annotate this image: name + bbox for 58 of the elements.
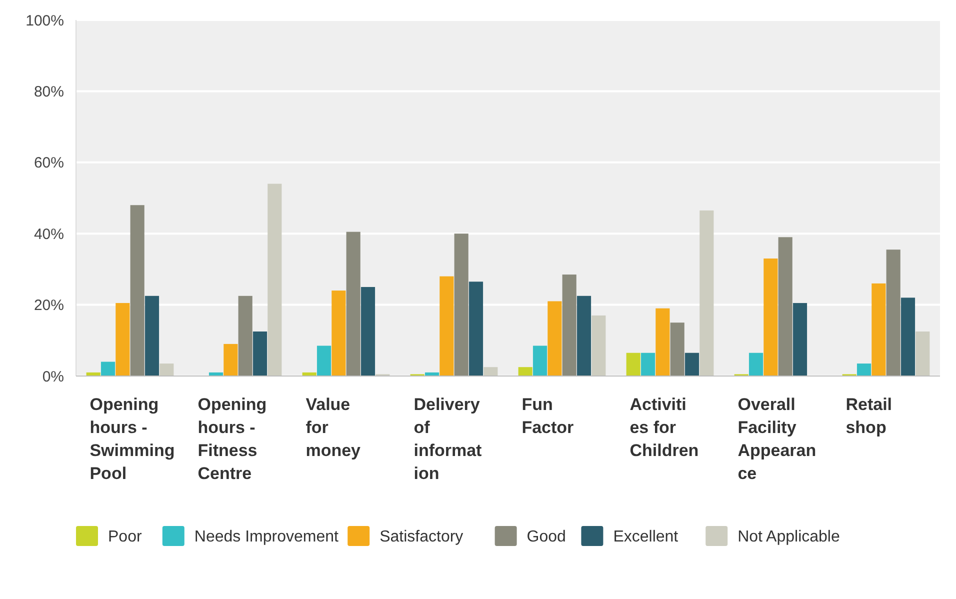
bar bbox=[238, 296, 252, 376]
y-tick-label: 40% bbox=[34, 226, 64, 243]
x-tick-label: Fun Factor bbox=[522, 395, 574, 437]
y-tick-label: 20% bbox=[34, 297, 64, 314]
bar bbox=[518, 367, 532, 376]
bar bbox=[748, 352, 764, 376]
y-tick-label: 100% bbox=[26, 12, 64, 30]
bar bbox=[532, 346, 548, 376]
bar bbox=[656, 308, 670, 376]
bar bbox=[792, 303, 808, 376]
y-tick-label: 0% bbox=[42, 368, 64, 386]
x-tick-label: Overall Facility Appearance bbox=[738, 395, 816, 483]
bar bbox=[224, 344, 238, 376]
x-tick-label: Opening hours - Swimming Pool bbox=[90, 395, 175, 483]
bar bbox=[144, 296, 160, 376]
bar bbox=[562, 274, 576, 376]
bar bbox=[670, 322, 684, 376]
bar bbox=[468, 282, 484, 376]
legend-label: Satisfactory bbox=[380, 528, 464, 546]
bar bbox=[268, 184, 282, 376]
bar bbox=[130, 205, 144, 376]
bar bbox=[778, 237, 792, 376]
bar bbox=[916, 332, 930, 376]
x-tick-label: Activities for Children bbox=[630, 395, 699, 460]
bar bbox=[700, 210, 714, 376]
bar bbox=[576, 296, 592, 376]
bar bbox=[548, 301, 562, 376]
bar bbox=[886, 250, 900, 376]
legend-label: Poor bbox=[108, 528, 142, 546]
y-tick-label: 60% bbox=[34, 154, 64, 172]
bar bbox=[764, 258, 778, 376]
legend-label: Good bbox=[526, 528, 566, 546]
bar bbox=[440, 276, 454, 376]
bar bbox=[872, 283, 886, 376]
bar bbox=[626, 352, 640, 376]
x-tick-label: Delivery of information bbox=[414, 395, 482, 483]
legend-label: Excellent bbox=[613, 528, 679, 546]
bar bbox=[332, 290, 346, 376]
bar bbox=[116, 303, 130, 376]
bar bbox=[360, 287, 376, 376]
x-tick-label: Value for money bbox=[306, 395, 362, 460]
bar bbox=[592, 315, 606, 376]
legend-label: Not Applicable bbox=[738, 528, 840, 546]
y-tick-label: 80% bbox=[34, 83, 64, 100]
bar bbox=[160, 364, 174, 376]
bar bbox=[640, 352, 656, 376]
bar bbox=[856, 364, 872, 376]
bar bbox=[346, 232, 360, 376]
bar bbox=[684, 352, 700, 376]
bar bbox=[454, 234, 468, 376]
x-tick-label: Retail shop bbox=[846, 395, 892, 437]
bar bbox=[900, 298, 916, 376]
bar bbox=[100, 362, 116, 376]
bar bbox=[252, 332, 268, 376]
legend-label: Needs Improvement bbox=[194, 528, 340, 546]
bar bbox=[484, 367, 498, 376]
bar bbox=[316, 346, 332, 376]
x-tick-label: Opening hours - Fitness Centre bbox=[198, 395, 267, 483]
